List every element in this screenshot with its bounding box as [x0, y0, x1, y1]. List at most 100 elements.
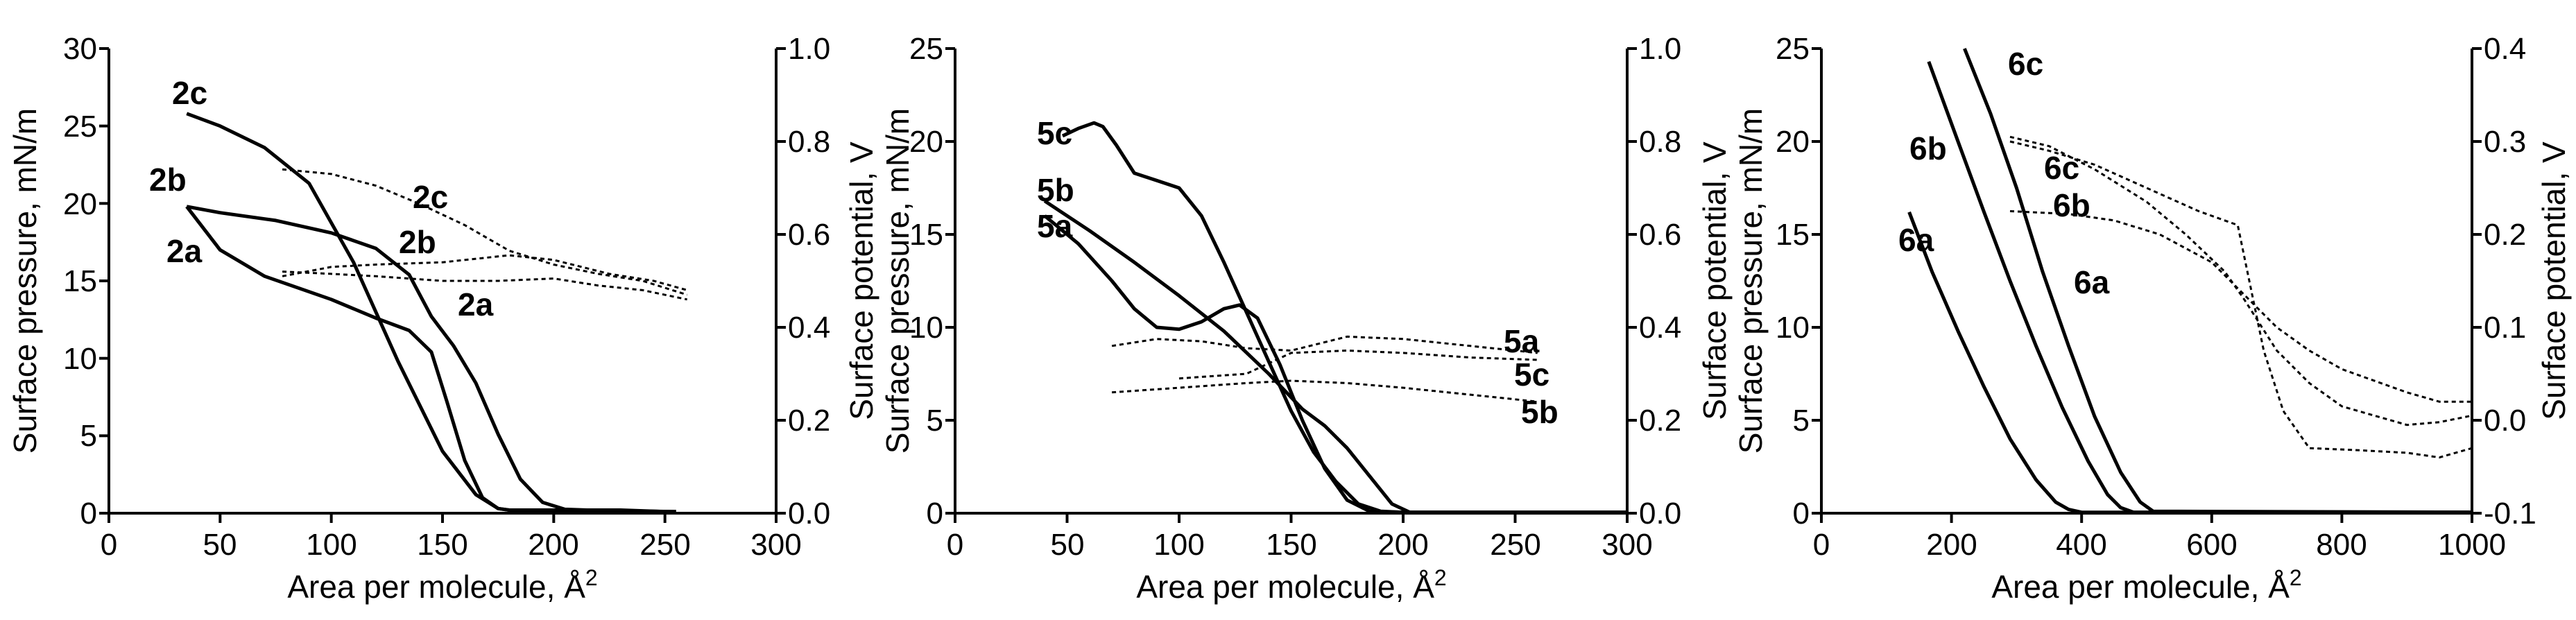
potential-curve-6b [2009, 140, 2473, 459]
p3-ylabel-right: Surface potential, V [2536, 141, 2572, 420]
p3-yltick-label: 20 [1776, 125, 1810, 159]
curve-label-6c-pressure: 6c [2008, 46, 2043, 82]
p2-potential-curves [1111, 335, 1538, 403]
pressure-curve-6a [1907, 211, 2472, 515]
potential-curve-2b [282, 254, 688, 291]
potential-curve-5b [1111, 379, 1538, 403]
p3-yltick-label: 5 [1793, 404, 1810, 438]
p2-yl-ticks [945, 47, 955, 515]
p3-yrtick-label: -0.1 [2484, 497, 2536, 531]
p3-yrtick-label: 0.2 [2484, 218, 2526, 252]
pressure-curve-5a [1043, 214, 1627, 515]
curve-label-2c-potential: 2c [413, 179, 448, 215]
p1-xtick-label: 50 [203, 528, 237, 562]
p1-xlabel: Area per molecule, Å2 [287, 565, 597, 605]
curve-label-2b-pressure: 2b [149, 162, 187, 198]
p2-ylabel-left: Surface pressure, mN/m [879, 108, 916, 454]
p2-yltick-label: 10 [909, 311, 943, 345]
p3-yltick-label: 15 [1776, 218, 1810, 252]
potential-curve-2c [282, 168, 688, 296]
curve-label-6b-pressure: 6b [1909, 130, 1947, 166]
potential-curve-6c [2009, 135, 2473, 427]
p3-yltick-label: 25 [1776, 32, 1810, 66]
p1-yrtick-label: 1.0 [788, 32, 830, 66]
p1-yrtick-label: 0.6 [788, 218, 830, 252]
panel-1: 0 50 100 150 200 250 300 0 5 10 15 20 25… [7, 32, 879, 605]
curve-label-5b-potential: 5b [1521, 394, 1559, 430]
p3-xlabel: Area per molecule, Å2 [1991, 565, 2301, 605]
p1-yltick-label: 0 [80, 497, 97, 531]
p2-yltick-label: 15 [909, 218, 943, 252]
p1-yl-ticks [99, 47, 109, 515]
p3-yrtick-label: 0.1 [2484, 311, 2526, 345]
p1-ylabel-left: Surface pressure, mN/m [7, 108, 43, 454]
p2-xtick-label: 50 [1051, 528, 1085, 562]
p1-potential-curves [282, 168, 688, 301]
curve-label-5a-potential: 5a [1504, 323, 1540, 359]
curve-label-2a-pressure: 2a [166, 233, 203, 269]
p3-yr-ticks [2472, 47, 2482, 515]
curve-label-5a-pressure: 5a [1037, 208, 1073, 244]
p2-yrtick-label: 0.6 [1639, 218, 1681, 252]
curve-label-2a-potential: 2a [458, 286, 494, 322]
p1-x-ticks [108, 513, 778, 523]
potential-curve-5a [1111, 335, 1538, 354]
p3-potential-curves [2009, 135, 2473, 459]
p2-xtick-label: 100 [1153, 528, 1204, 562]
curve-label-2c-pressure: 2c [172, 75, 207, 111]
p3-yl-ticks [1812, 47, 1821, 515]
p1-yltick-label: 25 [63, 110, 97, 144]
p3-xtick-label: 400 [2056, 528, 2106, 562]
p2-pressure-curves [1043, 121, 1627, 515]
pressure-curve-6b [1927, 60, 2472, 515]
p3-xtick-label: 600 [2186, 528, 2237, 562]
p1-xtick-label: 250 [639, 528, 690, 562]
p2-yrtick-label: 0.4 [1639, 311, 1681, 345]
p2-yrtick-label: 0.8 [1639, 125, 1681, 159]
pressure-curve-5c [1061, 121, 1627, 515]
p1-yltick-label: 30 [63, 32, 97, 66]
p1-yrtick-label: 0.8 [788, 125, 830, 159]
p3-pressure-curves [1907, 48, 2473, 515]
p1-yrtick-label: 0.0 [788, 497, 830, 531]
potential-curve-2a [282, 270, 688, 301]
p2-yr-ticks [1627, 47, 1637, 515]
p1-xtick-label: 200 [528, 528, 578, 562]
curve-label-5b-pressure: 5b [1037, 172, 1074, 208]
curve-label-2b-potential: 2b [399, 224, 436, 260]
p3-ylabel-left: Surface pressure, mN/m [1733, 108, 1769, 454]
p2-x-ticks [954, 513, 1629, 523]
p2-yrtick-label: 1.0 [1639, 32, 1681, 66]
p1-yrtick-label: 0.4 [788, 311, 830, 345]
p1-yltick-label: 10 [63, 342, 97, 376]
p2-yltick-label: 0 [927, 497, 943, 531]
p2-yrtick-label: 0.0 [1639, 497, 1681, 531]
pressure-curve-6c [1963, 48, 2473, 515]
potential-curve-5c [1178, 349, 1538, 380]
p1-yltick-label: 15 [63, 264, 97, 298]
p3-yrtick-label: 0.3 [2484, 125, 2526, 159]
curve-label-6c-potential: 6c [2044, 150, 2079, 186]
p2-ylabel-right: Surface potential, V [1697, 141, 1733, 420]
p1-yr-ticks [776, 47, 786, 515]
p2-yltick-label: 5 [927, 404, 943, 438]
p3-yltick-label: 0 [1793, 497, 1810, 531]
p2-yltick-label: 25 [909, 32, 943, 66]
curve-label-5c-potential: 5c [1514, 356, 1549, 393]
p1-xtick-label: 100 [306, 528, 357, 562]
p2-yltick-label: 20 [909, 125, 943, 159]
p2-xlabel: Area per molecule, Å2 [1136, 565, 1446, 605]
pressure-curve-2c [186, 112, 676, 514]
panel-3: 0 200 400 600 800 1000 0 5 10 15 20 25 -… [1733, 32, 2572, 605]
p1-yrtick-label: 0.2 [788, 404, 830, 438]
curve-label-6b-potential: 6b [2053, 187, 2090, 223]
curve-label-6a-pressure: 6a [1898, 222, 1934, 258]
p3-xtick-label: 200 [1926, 528, 1977, 562]
p2-xtick-label: 200 [1377, 528, 1428, 562]
p1-ylabel-right: Surface potential, V [843, 141, 879, 420]
panel-2: 0 50 100 150 200 250 300 0 5 10 15 20 25… [879, 32, 1733, 605]
p2-xtick-label: 150 [1266, 528, 1316, 562]
p3-x-ticks [1820, 513, 2473, 523]
p2-xtick-label: 0 [947, 528, 963, 562]
